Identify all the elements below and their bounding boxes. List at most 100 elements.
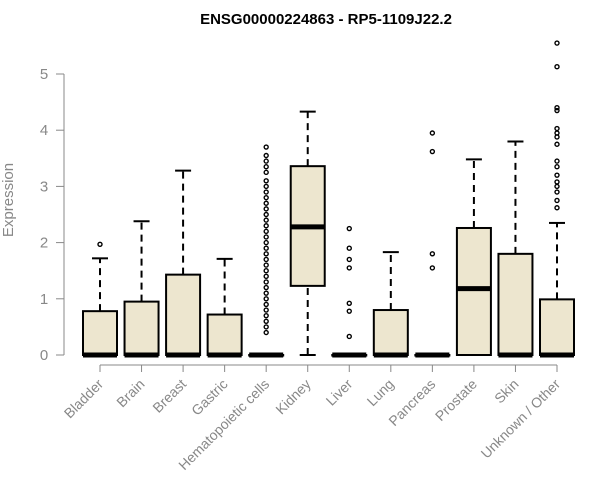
outlier-point <box>554 197 560 204</box>
outlier-point <box>263 301 269 308</box>
outlier-point <box>263 189 269 195</box>
outlier-point <box>554 125 560 132</box>
x-tick-label: Bladder <box>61 376 107 422</box>
outlier-point <box>346 300 352 306</box>
outlier-point <box>263 194 269 201</box>
outlier-point <box>554 164 560 170</box>
outlier-point <box>346 265 352 271</box>
outlier-point <box>554 179 560 185</box>
outlier-point <box>263 200 269 206</box>
y-tick-label: 3 <box>40 178 48 195</box>
box-skin <box>497 140 534 358</box>
outlier-point <box>263 256 269 263</box>
box-iqr <box>372 309 409 357</box>
outlier-point <box>263 273 269 280</box>
chart-title: ENSG00000224863 - RP5-1109J22.2 <box>200 11 452 28</box>
outlier-point <box>263 152 269 159</box>
x-tick-label: Brain <box>113 376 147 410</box>
outlier-point <box>263 262 269 268</box>
outlier-point <box>263 144 269 150</box>
box-iqr <box>123 300 160 356</box>
outlier-point <box>263 228 269 235</box>
outlier-point <box>263 206 269 212</box>
box-bladder <box>82 241 118 358</box>
outlier-point <box>554 130 560 136</box>
outlier-point <box>263 183 269 190</box>
outlier-point <box>429 251 436 257</box>
boxes-group <box>82 40 575 358</box>
outlier-point <box>554 63 560 70</box>
outlier-point <box>554 158 560 164</box>
box-liver <box>331 225 368 358</box>
outlier-point <box>346 245 352 251</box>
outlier-point <box>263 223 269 229</box>
x-tick-label: Liver <box>323 376 356 409</box>
outlier-point <box>429 265 436 271</box>
outlier-point <box>263 296 269 302</box>
box-iqr <box>82 310 118 356</box>
box-iqr <box>165 273 202 356</box>
y-tick-label: 0 <box>40 347 48 364</box>
y-axis-label: Expression <box>0 163 17 237</box>
outlier-point <box>263 178 269 184</box>
x-tick-label: Kidney <box>272 376 314 418</box>
box-hematopoietic-cells <box>248 144 285 358</box>
outlier-point <box>263 158 269 164</box>
box-iqr <box>455 226 492 357</box>
outlier-point <box>263 318 269 324</box>
outlier-point <box>263 284 269 291</box>
box-lung <box>372 251 409 358</box>
y-axis: 0 1 2 3 4 5 <box>40 66 65 364</box>
outlier-point <box>263 169 269 176</box>
outlier-point <box>346 333 352 340</box>
outlier-point <box>263 307 269 313</box>
box-brain <box>123 220 160 358</box>
outlier-point <box>554 105 560 111</box>
outlier-point <box>554 107 560 114</box>
box-iqr <box>539 298 575 356</box>
outlier-point <box>263 290 269 296</box>
outlier-point <box>263 312 269 319</box>
outlier-point <box>263 324 269 330</box>
x-tick-label: Unknown / Other <box>478 376 564 462</box>
box-prostate <box>455 158 492 357</box>
outlier-point <box>97 241 103 247</box>
box-iqr <box>497 252 534 356</box>
outlier-point <box>263 245 269 251</box>
outlier-point <box>554 40 560 46</box>
outlier-point <box>554 141 560 147</box>
outlier-point <box>429 148 436 155</box>
box-unknown-other <box>539 40 575 358</box>
outlier-point <box>263 164 269 170</box>
outlier-point <box>263 268 269 274</box>
x-tick-label: Skin <box>491 376 522 407</box>
outlier-point <box>554 172 560 178</box>
x-tick-label: Breast <box>149 376 189 416</box>
box-iqr <box>206 313 243 357</box>
outlier-point <box>263 329 269 336</box>
box-pancreas <box>414 130 451 358</box>
outlier-point <box>429 130 436 136</box>
outlier-point <box>263 234 269 240</box>
outlier-point <box>263 251 269 257</box>
outlier-point <box>554 183 560 190</box>
outlier-point <box>263 211 269 218</box>
outlier-point <box>346 256 352 263</box>
outlier-point <box>346 225 352 232</box>
y-tick-label: 1 <box>40 291 48 308</box>
outlier-point <box>554 205 560 211</box>
y-tick-label: 5 <box>40 66 48 83</box>
y-tick-label: 2 <box>40 235 48 252</box>
x-tick-label: Prostate <box>432 376 480 424</box>
outlier-point <box>263 217 269 223</box>
outlier-point <box>263 279 269 285</box>
box-kidney <box>289 110 326 356</box>
box-gastric <box>206 257 243 358</box>
y-tick-label: 4 <box>40 122 48 139</box>
outlier-point <box>263 239 269 246</box>
outlier-point <box>346 308 352 314</box>
box-breast <box>165 169 202 358</box>
x-tick-label: Lung <box>364 376 397 409</box>
